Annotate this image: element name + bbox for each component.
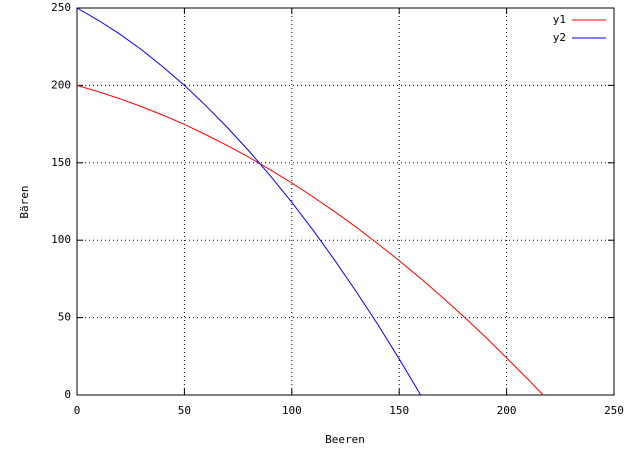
series-line [76, 84, 544, 396]
x-tick-label: 150 [389, 404, 409, 417]
y-tick-label: 250 [51, 1, 71, 14]
x-axis-label: Beeren [325, 433, 365, 446]
y-tick-label: 0 [64, 388, 71, 401]
x-tick-label: 100 [282, 404, 302, 417]
legend-label: y2 [553, 31, 566, 44]
x-tick-label: 200 [497, 404, 517, 417]
x-tick-label: 50 [178, 404, 191, 417]
x-tick-label: 0 [74, 404, 81, 417]
plot-border [76, 7, 615, 396]
legend-label: y1 [553, 13, 566, 26]
series-line [76, 7, 422, 396]
y-tick-label: 50 [58, 311, 71, 324]
y-axis-label: Bären [18, 185, 31, 218]
y-tick-label: 200 [51, 78, 71, 91]
y-tick-label: 150 [51, 156, 71, 169]
x-tick-label: 250 [604, 404, 624, 417]
y-tick-label: 100 [51, 233, 71, 246]
